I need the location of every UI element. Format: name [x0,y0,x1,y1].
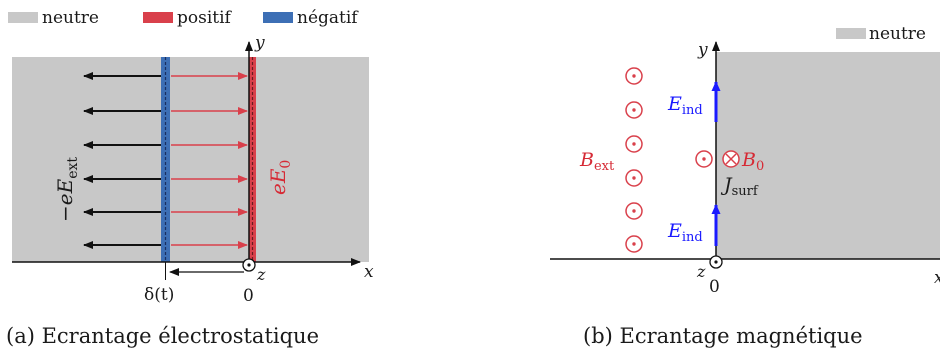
e-ind-label-bottom: Eind [667,220,703,245]
panel-b: neutre y x z 0 Bext B0 [550,24,940,348]
y-axis-label-b: y [697,40,708,60]
y-axis-label-a: y [254,33,265,53]
panel-a: neutre positif négatif [6,8,374,348]
external-b-field-dots [632,74,636,246]
b0-label: B0 [741,149,764,174]
z-axis-label-a: z [256,265,266,284]
j-surf-label: Jsurf [720,174,759,199]
x-axis-label-b: x [934,268,940,288]
legend-swatch-neutral-b [836,28,866,39]
legend-swatch-negative [263,12,293,23]
origin-label-b: 0 [709,277,720,297]
z-axis-label-b: z [696,262,706,281]
neutral-region-a [12,57,369,262]
caption-b: (b) Ecrantage magnétique [583,324,863,348]
origin-label-a: 0 [243,286,254,306]
legend-label-neutral-b: neutre [869,24,926,44]
b-in-cross [725,153,737,165]
z-axis-dot-a [247,263,251,267]
external-b-field-symbols [625,67,643,253]
legend-label-neutral: neutre [42,8,99,28]
restoring-force-label: eE0 [266,160,294,195]
b-out-surface-dot [702,157,706,161]
x-axis-label-a: x [364,262,374,282]
e-ind-label-top: Eind [667,93,703,118]
legend-swatch-positive [143,12,173,23]
b-ext-label: Bext [579,149,615,174]
caption-a: (a) Ecrantage électrostatique [6,324,319,348]
external-force-label: −eEext [53,157,81,222]
legend-label-positive: positif [177,8,233,28]
legend-label-negative: négatif [297,8,359,28]
restoring-field-arrows [171,72,248,249]
external-field-arrows [83,72,161,249]
neutral-region-b [716,52,940,259]
delta-label: δ(t) [144,285,174,305]
legend-swatch-neutral [8,12,38,23]
z-axis-dot-b [714,260,718,264]
